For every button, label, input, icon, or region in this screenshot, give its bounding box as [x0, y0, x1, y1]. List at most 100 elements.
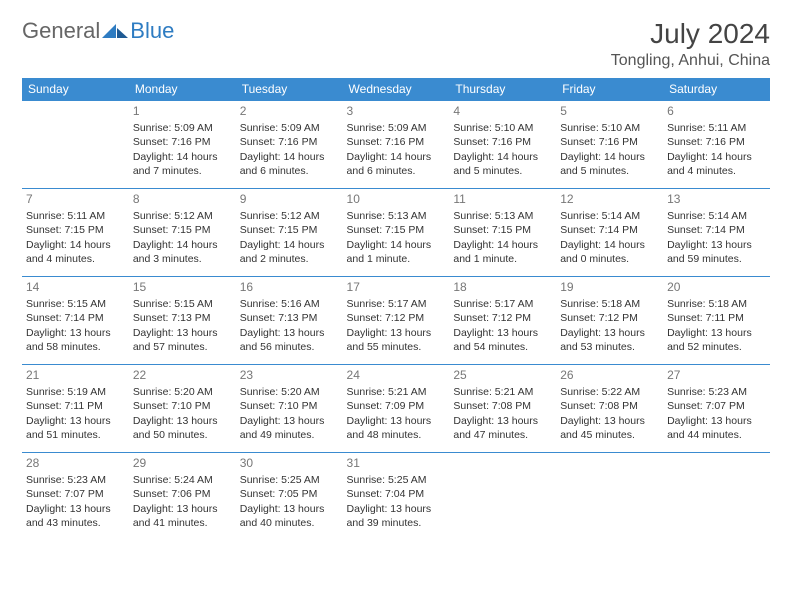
day-number: 6 [667, 103, 766, 119]
day-number: 22 [133, 367, 232, 383]
day-details: Sunrise: 5:20 AMSunset: 7:10 PMDaylight:… [240, 385, 339, 442]
day-details: Sunrise: 5:15 AMSunset: 7:13 PMDaylight:… [133, 297, 232, 354]
location: Tongling, Anhui, China [611, 52, 770, 70]
calendar-day-cell: 5 Sunrise: 5:10 AMSunset: 7:16 PMDaylight… [556, 101, 663, 189]
day-number: 8 [133, 191, 232, 207]
day-number: 14 [26, 279, 125, 295]
calendar-week-row: 1Sunrise: 5:09 AMSunset: 7:16 PMDaylight… [22, 101, 770, 189]
day-details: Sunrise: 5:17 AMSunset: 7:12 PMDaylight:… [347, 297, 446, 354]
calendar-body: 1Sunrise: 5:09 AMSunset: 7:16 PMDaylight… [22, 101, 770, 541]
day-details: Sunrise: 5:09 AMSunset: 7:16 PMDaylight:… [133, 121, 232, 178]
weekday-header-row: Sunday Monday Tuesday Wednesday Thursday… [22, 78, 770, 101]
calendar-day-cell: 11 Sunrise: 5:13 AMSunset: 7:15 PMDayligh… [449, 189, 556, 277]
calendar-week-row: 21 Sunrise: 5:19 AMSunset: 7:11 PMDayligh… [22, 365, 770, 453]
day-details: Sunrise: 5:11 AMSunset: 7:15 PMDaylight:… [26, 209, 125, 266]
day-details: Sunrise: 5:12 AMSunset: 7:15 PMDaylight:… [240, 209, 339, 266]
weekday-header: Friday [556, 78, 663, 101]
day-details: Sunrise: 5:12 AMSunset: 7:15 PMDaylight:… [133, 209, 232, 266]
weekday-header: Sunday [22, 78, 129, 101]
calendar-day-cell [663, 453, 770, 541]
day-details: Sunrise: 5:09 AMSunset: 7:16 PMDaylight:… [347, 121, 446, 178]
weekday-header: Wednesday [343, 78, 450, 101]
calendar-day-cell: 23 Sunrise: 5:20 AMSunset: 7:10 PMDayligh… [236, 365, 343, 453]
header: General Blue July 2024 Tongling, Anhui, … [22, 18, 770, 70]
day-number: 17 [347, 279, 446, 295]
day-number: 24 [347, 367, 446, 383]
day-number: 15 [133, 279, 232, 295]
calendar-day-cell: 15 Sunrise: 5:15 AMSunset: 7:13 PMDayligh… [129, 277, 236, 365]
day-number: 20 [667, 279, 766, 295]
calendar-week-row: 28 Sunrise: 5:23 AMSunset: 7:07 PMDayligh… [22, 453, 770, 541]
day-details: Sunrise: 5:18 AMSunset: 7:12 PMDaylight:… [560, 297, 659, 354]
calendar-day-cell: 9 Sunrise: 5:12 AMSunset: 7:15 PMDaylight… [236, 189, 343, 277]
day-details: Sunrise: 5:09 AMSunset: 7:16 PMDaylight:… [240, 121, 339, 178]
day-details: Sunrise: 5:14 AMSunset: 7:14 PMDaylight:… [667, 209, 766, 266]
calendar-day-cell: 29 Sunrise: 5:24 AMSunset: 7:06 PMDayligh… [129, 453, 236, 541]
calendar-day-cell: 24 Sunrise: 5:21 AMSunset: 7:09 PMDayligh… [343, 365, 450, 453]
calendar-day-cell: 28 Sunrise: 5:23 AMSunset: 7:07 PMDayligh… [22, 453, 129, 541]
day-details: Sunrise: 5:14 AMSunset: 7:14 PMDaylight:… [560, 209, 659, 266]
day-number: 25 [453, 367, 552, 383]
day-number: 3 [347, 103, 446, 119]
day-details: Sunrise: 5:19 AMSunset: 7:11 PMDaylight:… [26, 385, 125, 442]
calendar-day-cell: 12Sunrise: 5:14 AMSunset: 7:14 PMDayligh… [556, 189, 663, 277]
day-details: Sunrise: 5:13 AMSunset: 7:15 PMDaylight:… [453, 209, 552, 266]
title-block: July 2024 Tongling, Anhui, China [611, 18, 770, 70]
day-number: 4 [453, 103, 552, 119]
calendar-day-cell: 7Sunrise: 5:11 AMSunset: 7:15 PMDaylight… [22, 189, 129, 277]
day-number: 30 [240, 455, 339, 471]
day-details: Sunrise: 5:25 AMSunset: 7:05 PMDaylight:… [240, 473, 339, 530]
calendar-day-cell: 2 Sunrise: 5:09 AMSunset: 7:16 PMDaylight… [236, 101, 343, 189]
day-number: 2 [240, 103, 339, 119]
calendar-day-cell: 14 Sunrise: 5:15 AMSunset: 7:14 PMDayligh… [22, 277, 129, 365]
day-number: 11 [453, 191, 552, 207]
day-details: Sunrise: 5:11 AMSunset: 7:16 PMDaylight:… [667, 121, 766, 178]
calendar-day-cell: 19 Sunrise: 5:18 AMSunset: 7:12 PMDayligh… [556, 277, 663, 365]
day-number: 18 [453, 279, 552, 295]
calendar-day-cell: 25 Sunrise: 5:21 AMSunset: 7:08 PMDayligh… [449, 365, 556, 453]
day-number: 5 [560, 103, 659, 119]
day-details: Sunrise: 5:10 AMSunset: 7:16 PMDaylight:… [560, 121, 659, 178]
day-details: Sunrise: 5:20 AMSunset: 7:10 PMDaylight:… [133, 385, 232, 442]
day-number: 29 [133, 455, 232, 471]
calendar-day-cell: 4Sunrise: 5:10 AMSunset: 7:16 PMDaylight… [449, 101, 556, 189]
weekday-header: Tuesday [236, 78, 343, 101]
logo-text-blue: Blue [130, 18, 174, 44]
calendar-day-cell: 20 Sunrise: 5:18 AMSunset: 7:11 PMDayligh… [663, 277, 770, 365]
logo-sail-icon [102, 22, 128, 40]
day-details: Sunrise: 5:24 AMSunset: 7:06 PMDaylight:… [133, 473, 232, 530]
calendar-day-cell: 26Sunrise: 5:22 AMSunset: 7:08 PMDayligh… [556, 365, 663, 453]
calendar-day-cell: 31Sunrise: 5:25 AMSunset: 7:04 PMDayligh… [343, 453, 450, 541]
day-details: Sunrise: 5:22 AMSunset: 7:08 PMDaylight:… [560, 385, 659, 442]
day-number: 28 [26, 455, 125, 471]
calendar-day-cell: 6 Sunrise: 5:11 AMSunset: 7:16 PMDaylight… [663, 101, 770, 189]
calendar-table: Sunday Monday Tuesday Wednesday Thursday… [22, 78, 770, 541]
day-number: 9 [240, 191, 339, 207]
day-details: Sunrise: 5:16 AMSunset: 7:13 PMDaylight:… [240, 297, 339, 354]
day-details: Sunrise: 5:21 AMSunset: 7:08 PMDaylight:… [453, 385, 552, 442]
calendar-day-cell: 10Sunrise: 5:13 AMSunset: 7:15 PMDayligh… [343, 189, 450, 277]
day-number: 21 [26, 367, 125, 383]
day-details: Sunrise: 5:15 AMSunset: 7:14 PMDaylight:… [26, 297, 125, 354]
calendar-day-cell: 3 Sunrise: 5:09 AMSunset: 7:16 PMDaylight… [343, 101, 450, 189]
logo: General Blue [22, 18, 174, 44]
calendar-day-cell: 27Sunrise: 5:23 AMSunset: 7:07 PMDayligh… [663, 365, 770, 453]
calendar-day-cell: 21 Sunrise: 5:19 AMSunset: 7:11 PMDayligh… [22, 365, 129, 453]
calendar-day-cell [449, 453, 556, 541]
calendar-day-cell: 13 Sunrise: 5:14 AMSunset: 7:14 PMDayligh… [663, 189, 770, 277]
weekday-header: Monday [129, 78, 236, 101]
calendar-day-cell: 22 Sunrise: 5:20 AMSunset: 7:10 PMDayligh… [129, 365, 236, 453]
calendar-day-cell: 16Sunrise: 5:16 AMSunset: 7:13 PMDayligh… [236, 277, 343, 365]
day-details: Sunrise: 5:18 AMSunset: 7:11 PMDaylight:… [667, 297, 766, 354]
day-number: 23 [240, 367, 339, 383]
calendar-day-cell [22, 101, 129, 189]
calendar-day-cell: 1Sunrise: 5:09 AMSunset: 7:16 PMDaylight… [129, 101, 236, 189]
day-number: 13 [667, 191, 766, 207]
calendar-day-cell: 8 Sunrise: 5:12 AMSunset: 7:15 PMDaylight… [129, 189, 236, 277]
day-number: 19 [560, 279, 659, 295]
day-number: 31 [347, 455, 446, 471]
calendar-day-cell: 17 Sunrise: 5:17 AMSunset: 7:12 PMDayligh… [343, 277, 450, 365]
logo-text-general: General [22, 18, 100, 44]
day-details: Sunrise: 5:21 AMSunset: 7:09 PMDaylight:… [347, 385, 446, 442]
day-details: Sunrise: 5:23 AMSunset: 7:07 PMDaylight:… [26, 473, 125, 530]
